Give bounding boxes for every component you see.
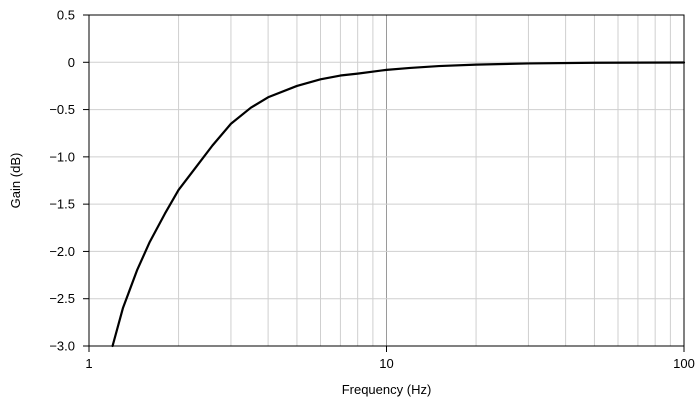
y-tick-label: −2.5 [49,291,75,306]
x-axis-label: Frequency (Hz) [342,382,432,397]
y-tick-label: −2.0 [49,244,75,259]
x-tick-label: 1 [85,356,92,371]
x-axis-tick-labels: 1 10 100 [85,356,694,371]
y-tick-label: 0 [68,55,75,70]
y-tick-label: −1.0 [49,149,75,164]
x-tick-label: 100 [673,356,695,371]
x-tick-label: 10 [379,356,393,371]
y-tick-label: 0.5 [57,8,75,23]
axis-ticks [83,14,685,352]
y-axis-tick-labels: 0.5 0 −0.5 −1.0 −1.5 −2.0 −2.5 −3.0 [49,8,75,354]
y-axis-label: Gain (dB) [8,153,23,209]
y-tick-label: −1.5 [49,197,75,212]
plot-area [111,61,686,348]
y-tick-label: −0.5 [49,102,75,117]
gain-curve [111,61,686,348]
grid [89,15,684,346]
y-tick-label: −3.0 [49,339,75,354]
